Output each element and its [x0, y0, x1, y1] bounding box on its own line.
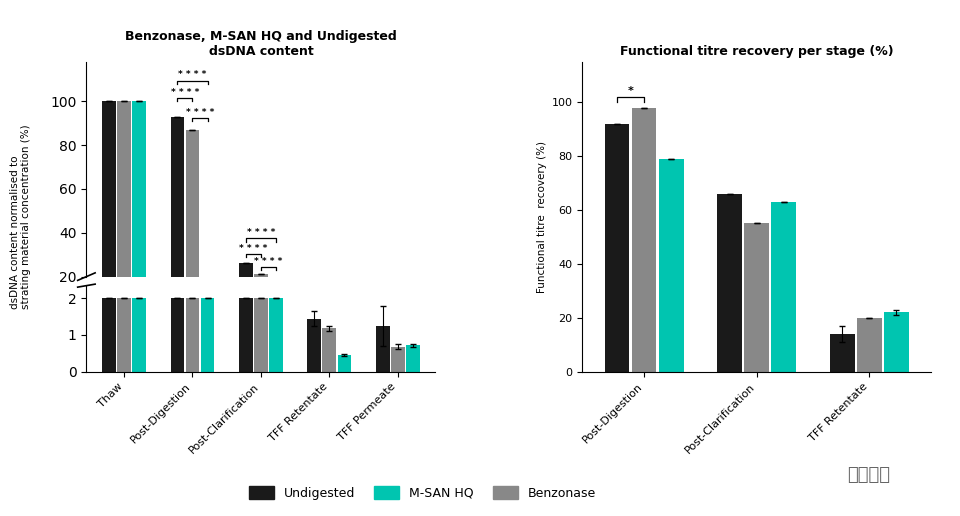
Bar — [201, 298, 214, 372]
Bar — [632, 108, 657, 372]
Text: * * * *: * * * * — [254, 256, 282, 266]
Bar — [132, 101, 146, 320]
Bar — [406, 316, 420, 320]
Bar — [239, 298, 252, 372]
Y-axis label: Functional titre  recovery (%): Functional titre recovery (%) — [538, 141, 547, 293]
Bar — [102, 298, 116, 372]
Bar — [857, 318, 881, 372]
Bar — [323, 328, 336, 372]
Bar — [659, 159, 684, 372]
Title: Functional titre recovery per stage (%): Functional titre recovery per stage (%) — [620, 45, 894, 58]
Text: * * * *: * * * * — [171, 88, 199, 97]
Bar — [406, 345, 420, 372]
Title: Benzonase, M-SAN HQ and Undigested
dsDNA content: Benzonase, M-SAN HQ and Undigested dsDNA… — [125, 30, 396, 58]
Bar — [254, 275, 268, 320]
Bar — [269, 298, 283, 372]
Text: * * * *: * * * * — [247, 228, 276, 237]
Bar — [307, 316, 322, 320]
Bar — [307, 318, 322, 372]
Bar — [132, 298, 146, 372]
Bar — [171, 298, 184, 372]
Bar — [744, 223, 769, 372]
Text: *: * — [628, 86, 634, 95]
Bar — [117, 298, 131, 372]
Text: 倍笼生物: 倍笼生物 — [848, 466, 890, 483]
Bar — [102, 101, 116, 320]
Bar — [391, 316, 405, 320]
Bar — [829, 334, 854, 372]
Bar — [239, 264, 252, 320]
Bar — [376, 326, 390, 372]
Bar — [884, 312, 909, 372]
Text: dsDNA content normalised to
strating material concentration (%): dsDNA content normalised to strating mat… — [10, 124, 32, 309]
Bar — [323, 316, 336, 320]
Bar — [269, 292, 283, 320]
Bar — [376, 316, 390, 320]
Bar — [771, 202, 796, 372]
Bar — [338, 316, 351, 320]
Bar — [117, 101, 131, 320]
Bar — [338, 355, 351, 372]
Text: * * * *: * * * * — [239, 244, 268, 252]
Bar — [391, 347, 405, 372]
Bar — [201, 292, 214, 320]
Bar — [171, 117, 184, 320]
Legend: Undigested, M-SAN HQ, Benzonase: Undigested, M-SAN HQ, Benzonase — [244, 481, 601, 505]
Bar — [254, 298, 268, 372]
Text: * * * *: * * * * — [179, 71, 206, 79]
Bar — [717, 194, 742, 372]
Text: * * * *: * * * * — [186, 108, 214, 117]
Bar — [605, 124, 630, 372]
Bar — [185, 298, 200, 372]
Bar — [185, 130, 200, 320]
